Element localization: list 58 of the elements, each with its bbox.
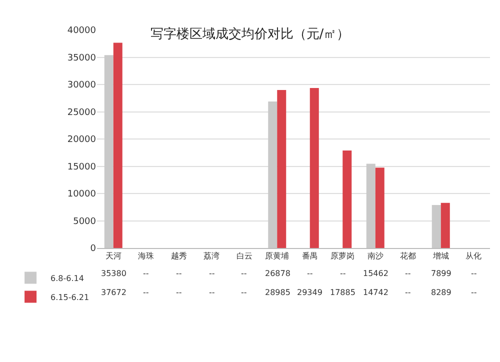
y-tick-label: 30000 xyxy=(67,80,96,91)
y-tick-label: 20000 xyxy=(67,135,96,146)
bar xyxy=(342,150,352,248)
data-label: 26878 xyxy=(265,269,290,278)
x-tick-label: 南沙 xyxy=(367,252,384,261)
text: -- xyxy=(471,288,477,297)
x-tick-label: 原黄埔 xyxy=(265,252,290,261)
text: -- xyxy=(471,269,477,278)
text: -- xyxy=(307,269,313,278)
data-label: 7899 xyxy=(431,269,452,278)
bar xyxy=(375,168,384,248)
text: -- xyxy=(209,269,215,278)
text: -- xyxy=(143,288,149,297)
y-tick-label: 0 xyxy=(90,244,96,254)
x-tick-label: 白云 xyxy=(236,252,252,261)
bar xyxy=(310,88,319,248)
text: -- xyxy=(241,269,247,278)
chart-title: 写字楼区域成交均价对比（元/㎡） xyxy=(150,26,350,42)
legend-label: 6.8-6.14 xyxy=(50,274,84,283)
x-tick-label: 从化 xyxy=(466,252,482,261)
x-tick-label: 花都 xyxy=(400,252,416,261)
text: -- xyxy=(241,288,247,297)
legend-label: 6.15-6.21 xyxy=(50,292,90,302)
bar xyxy=(432,204,441,248)
data-label: 37672 xyxy=(101,288,126,297)
x-tick-label: 越秀 xyxy=(170,252,187,261)
text: -- xyxy=(143,269,149,278)
text: -- xyxy=(176,269,182,278)
y-tick-label: 25000 xyxy=(67,108,96,118)
x-tick-label: 海珠 xyxy=(138,252,154,261)
y-tick-label: 15000 xyxy=(67,162,96,172)
data-label: 28985 xyxy=(265,288,290,297)
data-label: 15462 xyxy=(363,269,388,278)
x-tick-label: 番禺 xyxy=(302,252,318,261)
bar xyxy=(440,202,450,248)
y-tick-label: 5000 xyxy=(73,216,96,227)
bar xyxy=(268,102,278,248)
bar xyxy=(366,164,376,248)
data-label: 8289 xyxy=(431,288,452,297)
bar xyxy=(104,55,114,248)
data-label: 35380 xyxy=(101,269,126,278)
y-tick-label: 35000 xyxy=(67,53,96,64)
text: -- xyxy=(209,288,215,297)
y-tick-label: 40000 xyxy=(67,26,96,36)
y-tick-label: 10000 xyxy=(67,190,96,200)
x-tick-label: 荔湾 xyxy=(204,252,220,261)
text: -- xyxy=(176,288,182,297)
text: -- xyxy=(340,269,346,278)
x-tick-label: 增城 xyxy=(432,252,449,261)
bar xyxy=(113,42,122,248)
text: -- xyxy=(405,269,411,278)
data-label: 29349 xyxy=(297,288,322,297)
x-tick-label: 天河 xyxy=(105,252,122,261)
x-tick-label: 原萝岗 xyxy=(330,252,355,261)
bar xyxy=(277,90,286,248)
data-label: 17885 xyxy=(330,288,356,297)
text: -- xyxy=(405,288,411,297)
data-label: 14742 xyxy=(363,288,388,297)
